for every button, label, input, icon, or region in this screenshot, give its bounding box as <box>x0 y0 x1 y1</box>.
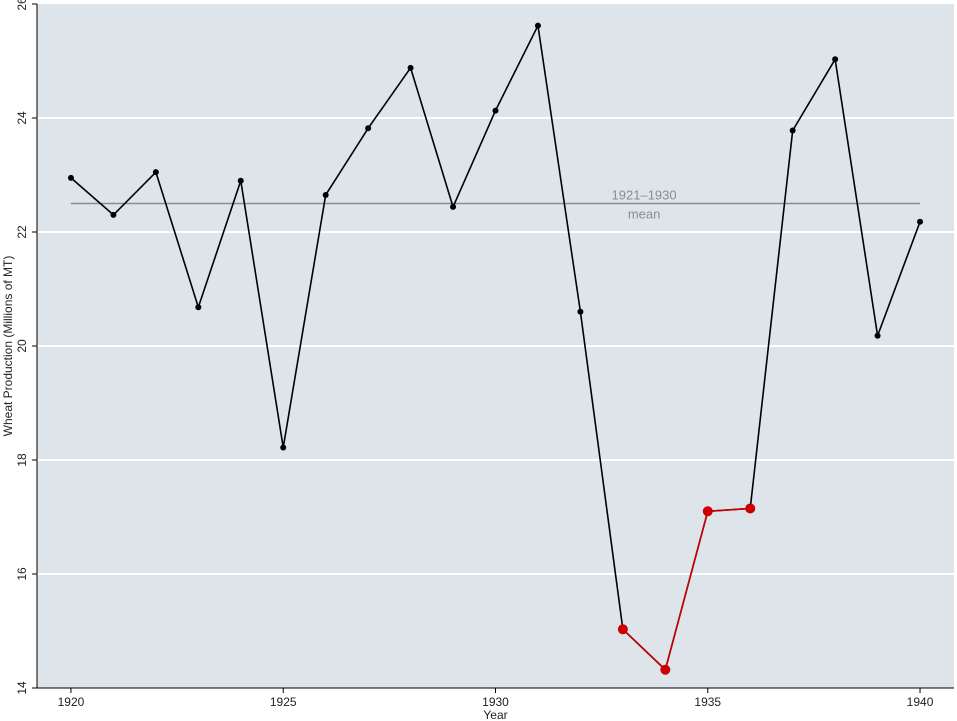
series-1-point-1934 <box>660 664 671 675</box>
y-tick-label-26: 26 <box>15 0 29 11</box>
series-1-point-1935 <box>702 506 713 517</box>
y-tick-label-24: 24 <box>15 111 29 125</box>
series-0-point-1924 <box>237 177 244 184</box>
x-tick-label-1940: 1940 <box>907 695 934 709</box>
grid-lines <box>37 117 954 575</box>
y-tick-label-20: 20 <box>15 339 29 353</box>
series-0-point-1920 <box>67 174 74 181</box>
series-0-point-1938 <box>832 56 839 63</box>
x-tick-label-1920: 1920 <box>58 695 85 709</box>
series-0-point-1937 <box>789 127 796 134</box>
series-0-point-1930 <box>492 107 499 114</box>
series-0-point-1922 <box>152 169 159 176</box>
x-axis-title: Year <box>483 708 507 721</box>
mean-label-text: mean <box>628 207 661 222</box>
series-0-point-1940 <box>917 218 924 225</box>
series-0-point-1931 <box>534 22 541 29</box>
x-tick-label-1930: 1930 <box>482 695 509 709</box>
x-tick-label-1935: 1935 <box>694 695 721 709</box>
y-tick-label-22: 22 <box>15 225 29 239</box>
series-0-point-1939 <box>874 332 881 339</box>
series-0-point-1927 <box>365 125 372 132</box>
data-series <box>67 22 924 675</box>
series-0-point-1925 <box>280 444 287 451</box>
series-0-point-1921 <box>110 211 117 218</box>
series-0-point-1923 <box>195 304 202 311</box>
series-1-line <box>622 507 751 671</box>
y-tick-label-16: 16 <box>15 567 29 581</box>
mean-label-range: 1921–1930 <box>612 188 677 203</box>
y-tick-label-14: 14 <box>15 681 29 695</box>
series-0-point-1928 <box>407 64 414 71</box>
series-1-point-1933 <box>617 624 628 635</box>
reference-mean-line-group: 1921–1930 mean <box>70 188 921 222</box>
x-tick-label-1925: 1925 <box>270 695 297 709</box>
y-axis-title: Wheat Production (Millions of MT) <box>1 256 15 437</box>
axes: 14 16 18 20 22 24 26 1920 1925 1930 1935 1940 <box>15 0 954 709</box>
series-0-point-1932 <box>577 308 584 315</box>
series-0-point-1926 <box>322 191 329 198</box>
y-tick-label-18: 18 <box>15 453 29 467</box>
series-0-point-1929 <box>450 203 457 210</box>
series-1-point-1936 <box>745 503 756 514</box>
